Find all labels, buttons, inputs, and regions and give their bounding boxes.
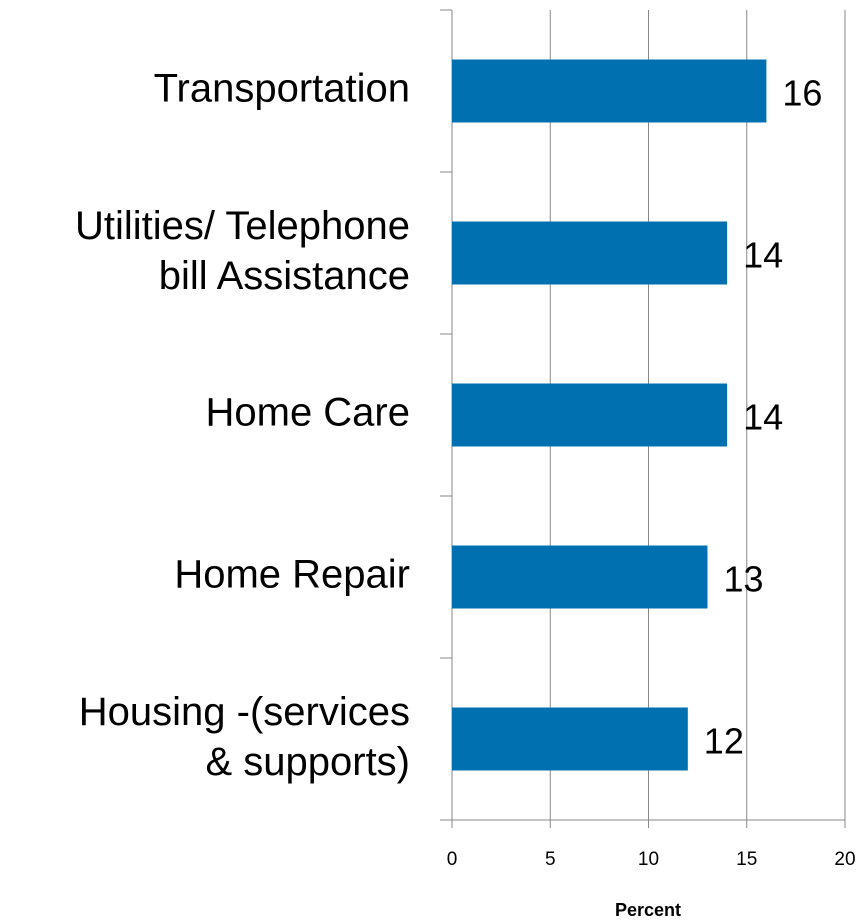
data-label: 14	[743, 235, 783, 276]
x-tick-label: 5	[545, 849, 556, 870]
data-label: 13	[723, 559, 763, 600]
data-label: 14	[743, 397, 783, 438]
bar	[452, 59, 767, 123]
bar	[452, 707, 688, 771]
data-label: 12	[704, 721, 744, 762]
y-tick-label: Home Care	[205, 391, 410, 435]
x-tick-label: 20	[834, 849, 855, 870]
x-tick-label: 0	[447, 849, 458, 870]
y-tick-label: Transportation	[154, 67, 410, 111]
y-tick-label: Utilities/ Telephone bill Assistance	[75, 204, 410, 298]
bar	[452, 383, 728, 447]
y-tick-label: Home Repair	[174, 553, 410, 597]
bar	[452, 545, 708, 609]
bar	[452, 221, 728, 285]
y-tick-label: Housing -(services & supports)	[79, 690, 410, 784]
x-axis-label: Percent	[615, 900, 681, 920]
x-tick-label: 10	[638, 849, 659, 870]
data-label: 16	[782, 73, 822, 114]
x-tick-label: 15	[736, 849, 757, 870]
